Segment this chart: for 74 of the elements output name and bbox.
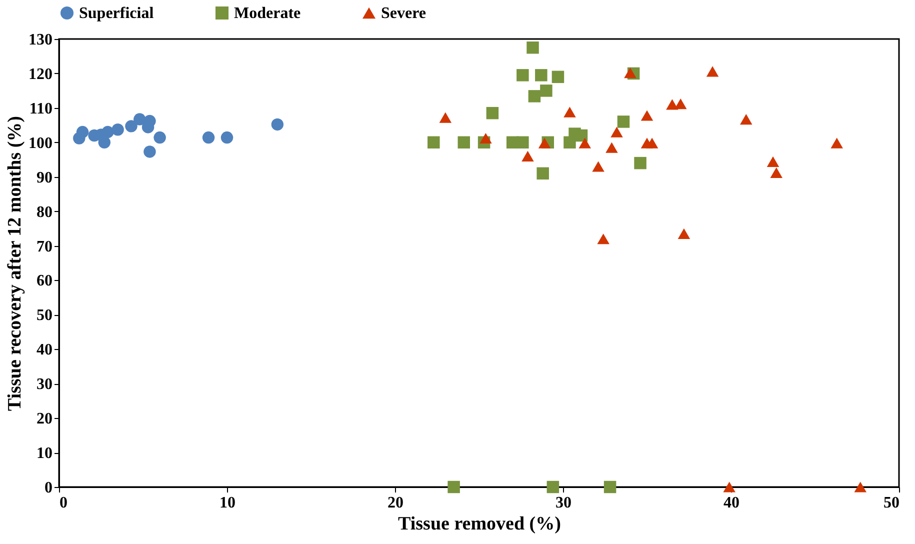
- point: [102, 126, 114, 138]
- point: [538, 138, 551, 148]
- point: [98, 136, 110, 148]
- x-tick-label: 30: [556, 494, 572, 512]
- point: [830, 138, 843, 148]
- point: [448, 480, 460, 494]
- point: [458, 136, 470, 149]
- y-tick-label: 100: [28, 134, 52, 152]
- x-tick-label: 0: [60, 494, 68, 512]
- point: [112, 124, 124, 136]
- y-tick-label: 30: [36, 376, 52, 394]
- y-tick-label: 60: [36, 272, 52, 290]
- point: [634, 156, 646, 170]
- x-tick-label: 40: [724, 494, 740, 512]
- point: [854, 482, 866, 492]
- y-tick-label: 40: [36, 342, 52, 359]
- point: [575, 129, 588, 142]
- point: [766, 156, 780, 167]
- legend-label: Superficial: [79, 5, 154, 22]
- point: [564, 106, 576, 118]
- point: [516, 69, 529, 82]
- point: [610, 126, 623, 138]
- point: [666, 99, 678, 110]
- x-tick-label: 10: [220, 494, 236, 512]
- point: [552, 70, 564, 84]
- y-tick-label: 120: [28, 66, 52, 83]
- point: [606, 142, 618, 153]
- y-tick-label: 20: [36, 410, 52, 428]
- point: [578, 138, 591, 148]
- point: [604, 480, 616, 494]
- point: [540, 84, 552, 97]
- point: [770, 167, 782, 178]
- legend-label: Severe: [381, 5, 426, 22]
- point: [526, 41, 539, 54]
- y-axis-title: Tissue recovery after 12 months (%): [4, 116, 26, 411]
- y-tick-label: 130: [28, 32, 52, 48]
- point: [271, 118, 284, 131]
- x-tick-label: 20: [388, 494, 404, 512]
- point: [678, 228, 690, 240]
- point: [723, 482, 736, 492]
- point: [154, 131, 166, 144]
- point: [144, 146, 156, 158]
- point: [486, 106, 499, 120]
- x-tick-label: 50: [884, 494, 900, 512]
- x-axis-title: Tissue removed (%): [398, 514, 561, 534]
- y-tick-label: 50: [36, 307, 52, 324]
- y-tick-label: 80: [36, 204, 52, 221]
- point: [220, 131, 234, 144]
- point: [592, 161, 604, 172]
- point: [428, 136, 440, 149]
- point: [646, 138, 658, 148]
- point: [528, 90, 541, 102]
- legend-label: Moderate: [234, 5, 301, 22]
- y-tick-label: 0: [44, 480, 52, 496]
- point: [740, 114, 752, 125]
- y-tick-label: 110: [29, 100, 52, 118]
- point: [439, 112, 452, 123]
- point: [597, 234, 610, 244]
- point: [640, 110, 654, 121]
- point: [706, 66, 719, 77]
- point: [522, 150, 534, 162]
- point: [624, 67, 636, 78]
- point: [480, 132, 492, 144]
- point: [516, 136, 529, 149]
- point: [202, 131, 215, 144]
- point: [76, 126, 89, 138]
- y-tick-label: 70: [36, 238, 52, 256]
- point: [546, 480, 560, 494]
- y-tick-label: 90: [36, 169, 52, 186]
- point: [536, 167, 549, 180]
- point: [125, 120, 138, 132]
- point: [535, 69, 548, 82]
- y-tick-label: 10: [36, 445, 52, 462]
- point: [617, 116, 630, 128]
